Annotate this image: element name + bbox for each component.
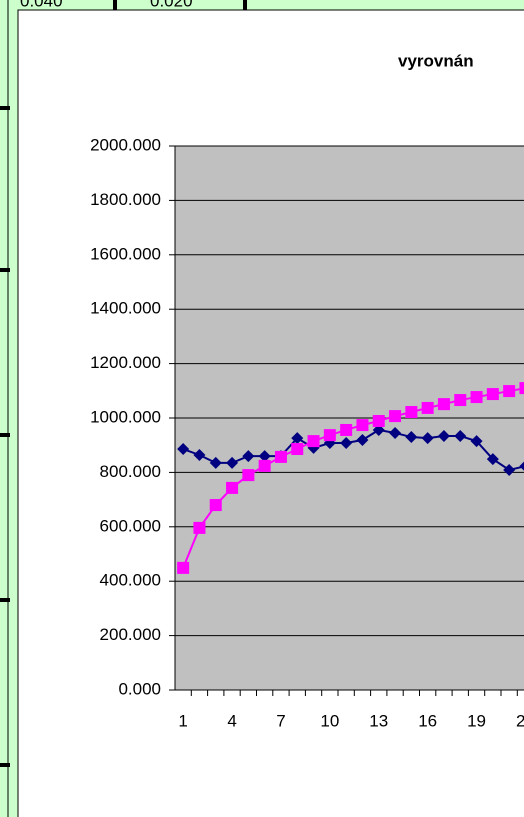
marker (242, 450, 255, 463)
x-tick-label: 4 (227, 711, 236, 730)
marker (503, 385, 516, 398)
marker (421, 432, 434, 445)
marker (291, 443, 304, 456)
x-tick-label: 1 (178, 711, 187, 730)
y-tick-label: 1000.000 (90, 407, 161, 426)
marker (454, 394, 467, 407)
x-tick-label: 19 (467, 711, 486, 730)
y-tick-label: 2000.000 (90, 135, 161, 154)
marker (486, 453, 499, 466)
y-tick-label: 200.000 (100, 625, 161, 644)
marker (405, 431, 418, 444)
marker (372, 414, 385, 427)
x-tick-label: 22 (516, 711, 524, 730)
y-tick-label: 1200.000 (90, 353, 161, 372)
marker (405, 406, 418, 419)
marker (258, 450, 271, 463)
x-tick-label: 7 (276, 711, 285, 730)
series-line (182, 428, 524, 472)
marker (470, 391, 483, 404)
marker (242, 469, 255, 482)
marker (291, 432, 304, 445)
marker (454, 429, 467, 442)
y-tick-label: 0.000 (118, 679, 161, 698)
y-tick-label: 400.000 (100, 571, 161, 590)
x-tick-label: 16 (418, 711, 437, 730)
marker (437, 398, 450, 411)
marker (340, 423, 353, 436)
marker (177, 561, 190, 574)
y-tick-label: 1800.000 (90, 190, 161, 209)
x-tick-label: 13 (369, 711, 388, 730)
marker (258, 459, 271, 472)
y-tick-label: 1400.000 (90, 299, 161, 318)
x-tick-label: 10 (320, 711, 339, 730)
marker (470, 435, 483, 448)
marker (209, 499, 222, 512)
marker (340, 437, 353, 450)
marker (226, 481, 239, 494)
marker (323, 429, 336, 442)
marker (389, 426, 402, 439)
cell-value: 0.020 (150, 0, 193, 10)
y-tick-label: 800.000 (100, 462, 161, 481)
marker (193, 448, 206, 461)
marker (193, 521, 206, 534)
marker (519, 461, 524, 471)
marker (307, 435, 320, 448)
marker (274, 450, 287, 463)
marker (356, 434, 369, 447)
marker (503, 463, 516, 476)
marker (226, 456, 239, 469)
cell-value: 0.040 (20, 0, 63, 10)
marker (209, 456, 222, 469)
cell-border-marks (0, 106, 10, 767)
marker (177, 443, 190, 456)
marker (421, 401, 434, 414)
marker (519, 382, 524, 395)
chart-title: vyrovnán (398, 51, 474, 70)
y-tick-label: 1600.000 (90, 244, 161, 263)
y-tick-label: 600.000 (100, 516, 161, 535)
marker (437, 429, 450, 442)
marker (486, 388, 499, 401)
marker (356, 419, 369, 432)
series-line (182, 387, 524, 569)
marker (389, 410, 402, 423)
